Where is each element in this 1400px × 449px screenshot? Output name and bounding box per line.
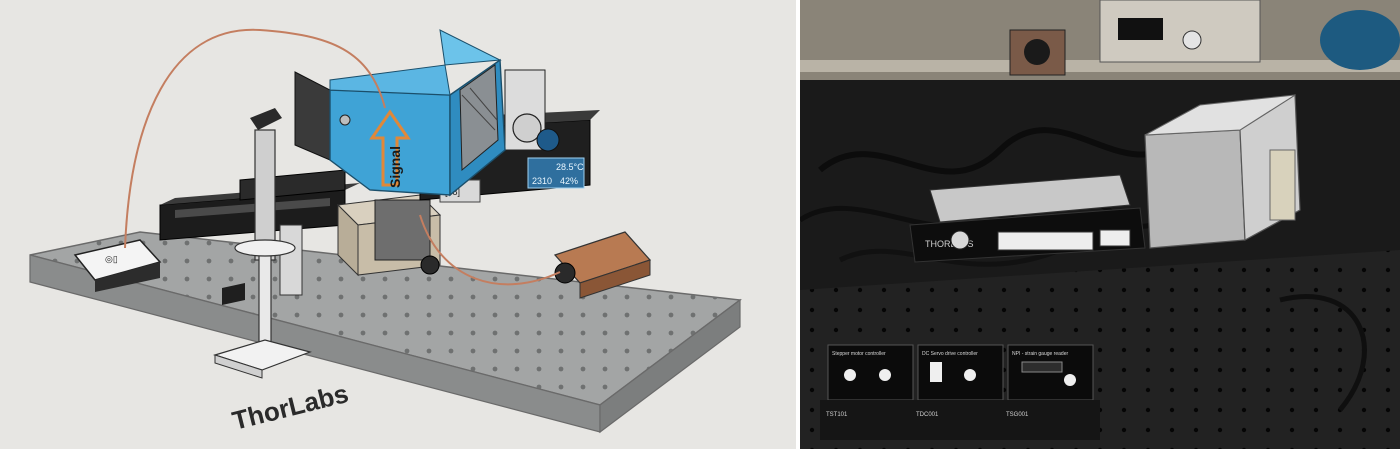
fiber-cable-bottom bbox=[419, 214, 561, 286]
optical-table-side bbox=[599, 298, 741, 434]
driver-2-model: TDC001 bbox=[916, 412, 939, 418]
driver-3: NPI - strain gauge reader TSG001 bbox=[1000, 344, 1100, 440]
driver-3-model: TSG001 bbox=[1006, 412, 1029, 418]
driver-2: DC Servo drive controller TDC001 bbox=[910, 344, 1010, 440]
display-humidity: 42% bbox=[560, 176, 578, 186]
lab-photo-panel: THORLABS Stepper motor controller TST101… bbox=[800, 0, 1400, 449]
cad-rendering: ThorLabs ◎▯ bbox=[29, 28, 742, 436]
stage-brand-label: THORLABS bbox=[925, 239, 974, 249]
signal-arrow bbox=[369, 109, 411, 187]
driver-1-title: Stepper motor controller bbox=[832, 351, 886, 357]
table-brand-label: ThorLabs bbox=[229, 378, 351, 436]
svg-text:◎▯: ◎▯ bbox=[105, 254, 118, 264]
driver-3-title: NPI - strain gauge reader bbox=[1012, 351, 1068, 357]
display-temperature: 28.5°C bbox=[556, 162, 584, 172]
driver-1-model: TST101 bbox=[826, 412, 848, 418]
display-reading: 2310 bbox=[532, 176, 552, 186]
driver-2-title: DC Servo drive controller bbox=[922, 351, 978, 357]
driver-1: Stepper motor controller TST101 bbox=[820, 344, 920, 440]
lab-photo: THORLABS Stepper motor controller TST101… bbox=[800, 0, 1400, 449]
cad-rendering-panel: ThorLabs ◎▯ bbox=[0, 0, 796, 449]
signal-label: Signal bbox=[387, 146, 403, 188]
aluminum-enclosure bbox=[1144, 129, 1246, 249]
fiber-cable-top bbox=[124, 28, 386, 249]
